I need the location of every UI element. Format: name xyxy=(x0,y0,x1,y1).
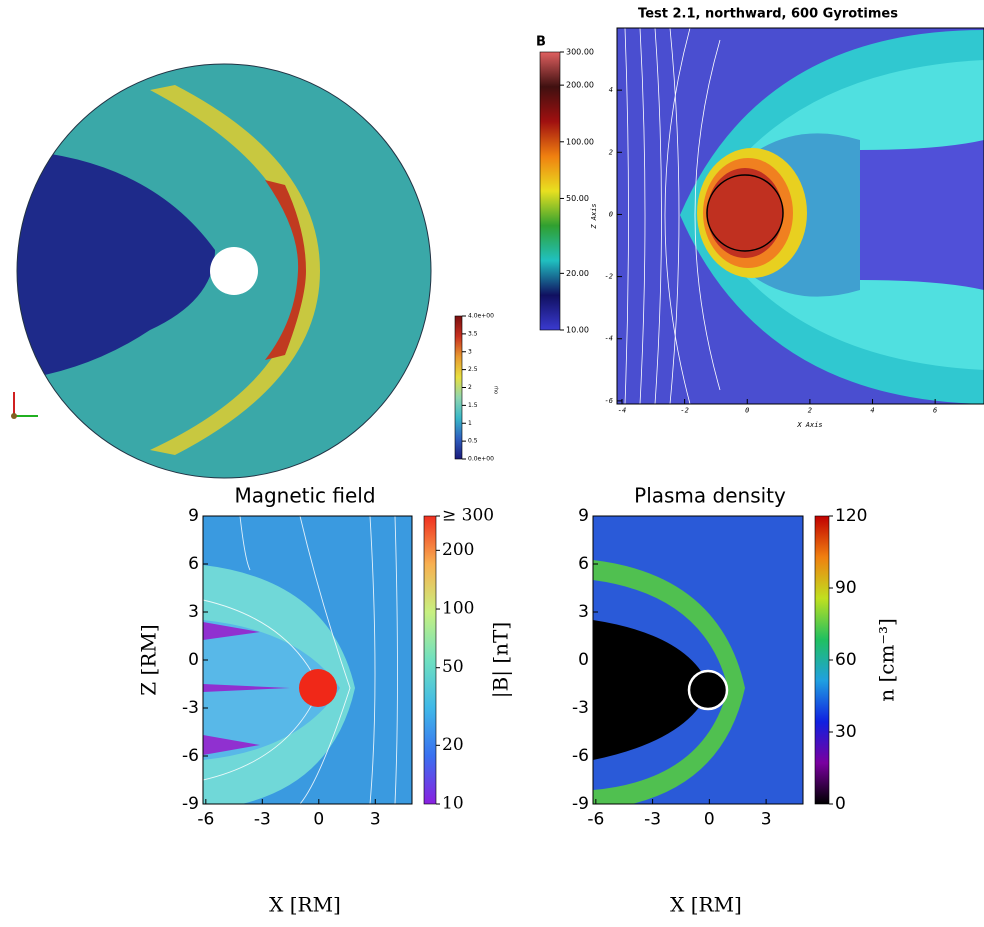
y-tick-label: 6 xyxy=(188,554,199,574)
field-image xyxy=(203,516,412,810)
body xyxy=(299,669,337,707)
colorbar xyxy=(815,516,829,804)
colorbar-tick-label: 200 xyxy=(442,540,474,560)
colorbar-tick-label: 50.00 xyxy=(566,194,589,203)
y-tick-label: -3 xyxy=(182,698,199,718)
y-tick-label: -6 xyxy=(572,746,589,766)
colorbar xyxy=(455,316,462,459)
y-tick-label: -9 xyxy=(182,794,199,814)
y-tick-label: -6 xyxy=(182,746,199,766)
colorbar-label: B xyxy=(536,35,546,50)
x-tick-label: -4 xyxy=(618,406,626,414)
x-tick-label: -3 xyxy=(644,809,661,829)
figure: 4.0e+00 3.5 3 2.5 2 1.5 1 0.5 0.0e+00 rho Test 2.1… xyxy=(0,0,984,927)
colorbar xyxy=(540,52,560,330)
colorbar-tick-label: 0 xyxy=(835,794,846,814)
chart-title: Plasma density xyxy=(634,484,786,508)
colorbar-label: |B| [nT] xyxy=(489,622,514,698)
x-tick-label: -2 xyxy=(680,406,688,414)
y-tick-label: -4 xyxy=(605,335,613,343)
y-tick-label: 0 xyxy=(578,650,589,670)
x-axis-label: X Axis xyxy=(796,421,822,429)
colorbar-tick-label: 1.5 xyxy=(468,402,478,409)
y-tick-label: 9 xyxy=(578,506,589,526)
x-tick-label: 4 xyxy=(870,406,874,414)
x-tick-label: 0 xyxy=(745,406,749,414)
colorbar-tick-label: 50 xyxy=(442,657,464,677)
x-tick-label: 0 xyxy=(704,809,715,829)
y-tick-label: 2 xyxy=(609,148,613,156)
colorbar-tick-label: 4.0e+00 xyxy=(468,313,494,320)
colorbar-tick-label: 90 xyxy=(835,578,857,598)
colorbar-tick-label: 20 xyxy=(442,735,464,755)
body xyxy=(689,671,727,709)
body xyxy=(210,247,258,295)
colorbar-tick-label: 100 xyxy=(442,599,474,619)
chart-title: Magnetic field xyxy=(234,484,375,508)
y-tick-label: 3 xyxy=(578,602,589,622)
x-tick-label: -6 xyxy=(197,809,214,829)
colorbar xyxy=(424,516,436,804)
colorbar-tick-label: 200.00 xyxy=(566,81,594,90)
colorbar-tick-label: 2.5 xyxy=(468,366,478,373)
y-tick-label: -2 xyxy=(605,273,613,281)
chart-title: Test 2.1, northward, 600 Gyrotimes xyxy=(638,7,898,22)
y-tick-label: -3 xyxy=(572,698,589,718)
y-tick-label: 6 xyxy=(578,554,589,574)
x-tick-label: 3 xyxy=(761,809,772,829)
colorbar-label: n [cm⁻³] xyxy=(875,618,899,702)
colorbar-tick-label: 100.00 xyxy=(566,137,594,146)
colorbar-tick-label: 3.5 xyxy=(468,330,478,337)
colorbar-tick-label: 10.00 xyxy=(566,326,589,335)
y-tick-label: 4 xyxy=(609,86,613,94)
colorbar-tick-label: 0.0e+00 xyxy=(468,456,494,463)
field-image xyxy=(593,516,803,810)
x-tick-label: 0 xyxy=(313,809,324,829)
y-tick-label: 0 xyxy=(188,650,199,670)
x-tick-label: 2 xyxy=(808,406,812,414)
colorbar-tick-label: 60 xyxy=(835,650,857,670)
colorbar-tick-label: 2 xyxy=(468,384,472,391)
y-tick-label: -6 xyxy=(605,397,613,405)
x-tick-label: 6 xyxy=(933,406,937,414)
colorbar-tick-label: 3 xyxy=(468,348,472,355)
x-axis-label: X [RM] xyxy=(670,893,742,917)
x-tick-label: -3 xyxy=(254,809,271,829)
colorbar-tick-label: 20.00 xyxy=(566,269,589,278)
colorbar-tick-label: 0.5 xyxy=(468,438,478,445)
colorbar-label: rho xyxy=(493,386,499,394)
colorbar-tick-label: 10 xyxy=(442,794,464,814)
colorbar-tick-label: ≥ 300 xyxy=(442,506,494,526)
y-tick-label: 0 xyxy=(609,210,613,218)
colorbar-tick-label: 30 xyxy=(835,722,857,742)
y-tick-label: -9 xyxy=(572,794,589,814)
y-tick-label: 3 xyxy=(188,602,199,622)
y-axis-label: Z [RM] xyxy=(137,624,161,695)
axes-triad xyxy=(11,392,38,419)
colorbar-tick-label: 1 xyxy=(468,420,472,427)
x-axis-label: X [RM] xyxy=(269,893,341,917)
y-tick-label: 9 xyxy=(188,506,199,526)
colorbar-tick-label: 300.00 xyxy=(566,48,594,57)
colorbar-tick-label: 120 xyxy=(835,506,867,526)
field-image xyxy=(617,28,984,404)
y-axis-label: Z Axis xyxy=(590,203,598,229)
x-tick-label: 3 xyxy=(370,809,381,829)
x-tick-label: -6 xyxy=(587,809,604,829)
